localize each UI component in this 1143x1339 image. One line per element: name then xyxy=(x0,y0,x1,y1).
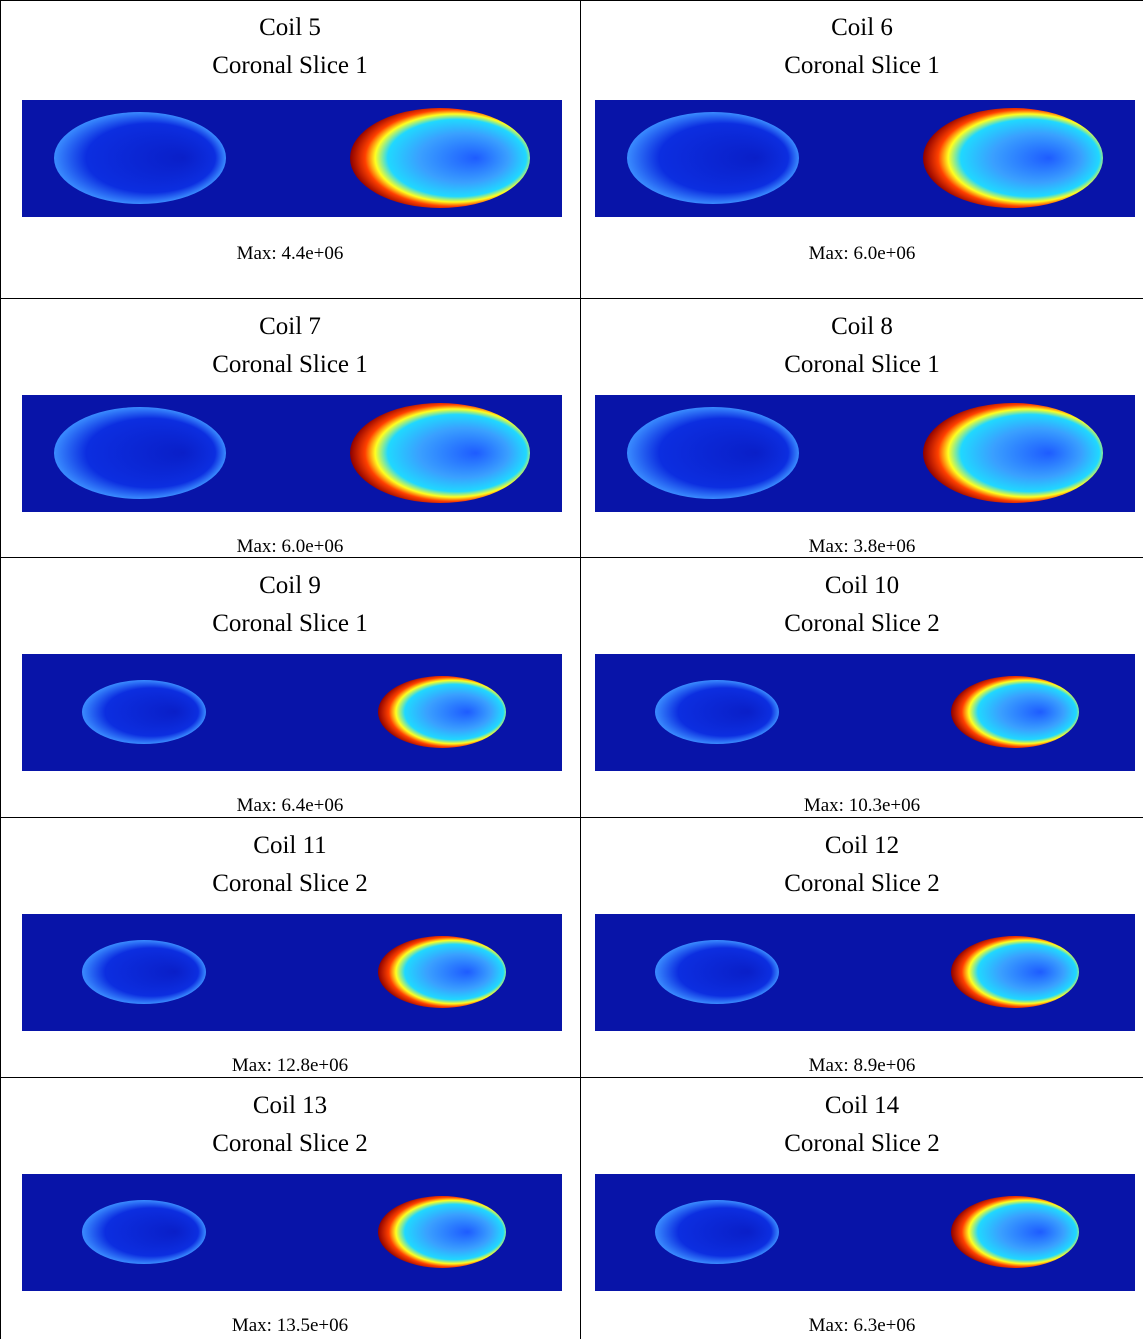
table-cell: Coil 9 Coronal Slice 1 Max: 6.4e+06 xyxy=(0,558,581,818)
left-region xyxy=(54,112,226,204)
coil-title: Coil 9 xyxy=(0,571,580,601)
table-cell: Coil 11 Coronal Slice 2 Max: 12.8e+06 xyxy=(0,818,581,1078)
right-region xyxy=(951,676,1079,748)
left-region xyxy=(82,1200,206,1264)
coil-title: Coil 6 xyxy=(581,13,1143,43)
max-label: Max: 3.8e+06 xyxy=(581,536,1143,558)
coil-image xyxy=(22,914,562,1031)
table-cell: Coil 8 Coronal Slice 1 Max: 3.8e+06 xyxy=(581,299,1143,558)
slice-title: Coronal Slice 2 xyxy=(581,869,1143,899)
coil-title: Coil 10 xyxy=(581,571,1143,601)
max-label: Max: 10.3e+06 xyxy=(581,795,1143,817)
slice-title: Coronal Slice 2 xyxy=(581,609,1143,639)
left-region xyxy=(655,1200,779,1264)
max-label: Max: 13.5e+06 xyxy=(0,1315,580,1337)
coil-title: Coil 14 xyxy=(581,1091,1143,1121)
right-region xyxy=(923,108,1103,208)
slice-title: Coronal Slice 1 xyxy=(0,609,580,639)
slice-title: Coronal Slice 2 xyxy=(581,1129,1143,1159)
coil-title: Coil 11 xyxy=(0,831,580,861)
page: Coil 5Coronal Slice 1Max: 4.4e+06Coil 6C… xyxy=(0,0,1143,1339)
coil-title: Coil 12 xyxy=(581,831,1143,861)
table-cell: Coil 13 Coronal Slice 2 Max: 13.5e+06 xyxy=(0,1078,581,1339)
coil-image xyxy=(22,654,562,771)
slice-title: Coronal Slice 1 xyxy=(581,350,1143,380)
max-label: Max: 4.4e+06 xyxy=(0,243,580,265)
table-cell: Coil 10 Coronal Slice 2 Max: 10.3e+06 xyxy=(581,558,1143,818)
right-region xyxy=(378,1196,506,1268)
max-label: Max: 8.9e+06 xyxy=(581,1055,1143,1077)
left-region xyxy=(627,112,799,204)
coil-title: Coil 13 xyxy=(0,1091,580,1121)
coil-title: Coil 8 xyxy=(581,312,1143,342)
coil-image xyxy=(22,395,562,512)
left-region xyxy=(655,940,779,1004)
coil-image xyxy=(595,1174,1135,1291)
coil-title: Coil 7 xyxy=(0,312,580,342)
coil-image xyxy=(22,1174,562,1291)
max-label: Max: 6.0e+06 xyxy=(581,243,1143,265)
left-region xyxy=(627,407,799,499)
table-cell: Coil 12 Coronal Slice 2 Max: 8.9e+06 xyxy=(581,818,1143,1078)
slice-title: Coronal Slice 1 xyxy=(0,350,580,380)
max-label: Max: 6.0e+06 xyxy=(0,536,580,558)
right-region xyxy=(378,676,506,748)
right-region xyxy=(350,108,530,208)
right-region xyxy=(923,403,1103,503)
coil-image xyxy=(595,100,1135,217)
coil-image xyxy=(595,654,1135,771)
coil-title: Coil 5 xyxy=(0,13,580,43)
table-cell: Coil 6 Coronal Slice 1 Max: 6.0e+06 xyxy=(581,0,1143,299)
right-region xyxy=(378,936,506,1008)
coil-image xyxy=(595,395,1135,512)
slice-title: Coronal Slice 2 xyxy=(0,1129,580,1159)
left-region xyxy=(82,940,206,1004)
table-cell: Coil 14 Coronal Slice 2 Max: 6.3e+06 xyxy=(581,1078,1143,1339)
slice-title: Coronal Slice 1 xyxy=(0,51,580,81)
table-cell: Coil 7 Coronal Slice 1 Max: 6.0e+06 xyxy=(0,299,581,558)
slice-title: Coronal Slice 2 xyxy=(0,869,580,899)
coil-image xyxy=(595,914,1135,1031)
table-cell: Coil 5 Coronal Slice 1 Max: 4.4e+06 xyxy=(0,0,581,299)
coil-image xyxy=(22,100,562,217)
max-label: Max: 6.4e+06 xyxy=(0,795,580,817)
max-label: Max: 12.8e+06 xyxy=(0,1055,580,1077)
left-region xyxy=(54,407,226,499)
right-region xyxy=(951,936,1079,1008)
left-region xyxy=(82,680,206,744)
slice-title: Coronal Slice 1 xyxy=(581,51,1143,81)
right-region xyxy=(951,1196,1079,1268)
right-region xyxy=(350,403,530,503)
left-region xyxy=(655,680,779,744)
max-label: Max: 6.3e+06 xyxy=(581,1315,1143,1337)
